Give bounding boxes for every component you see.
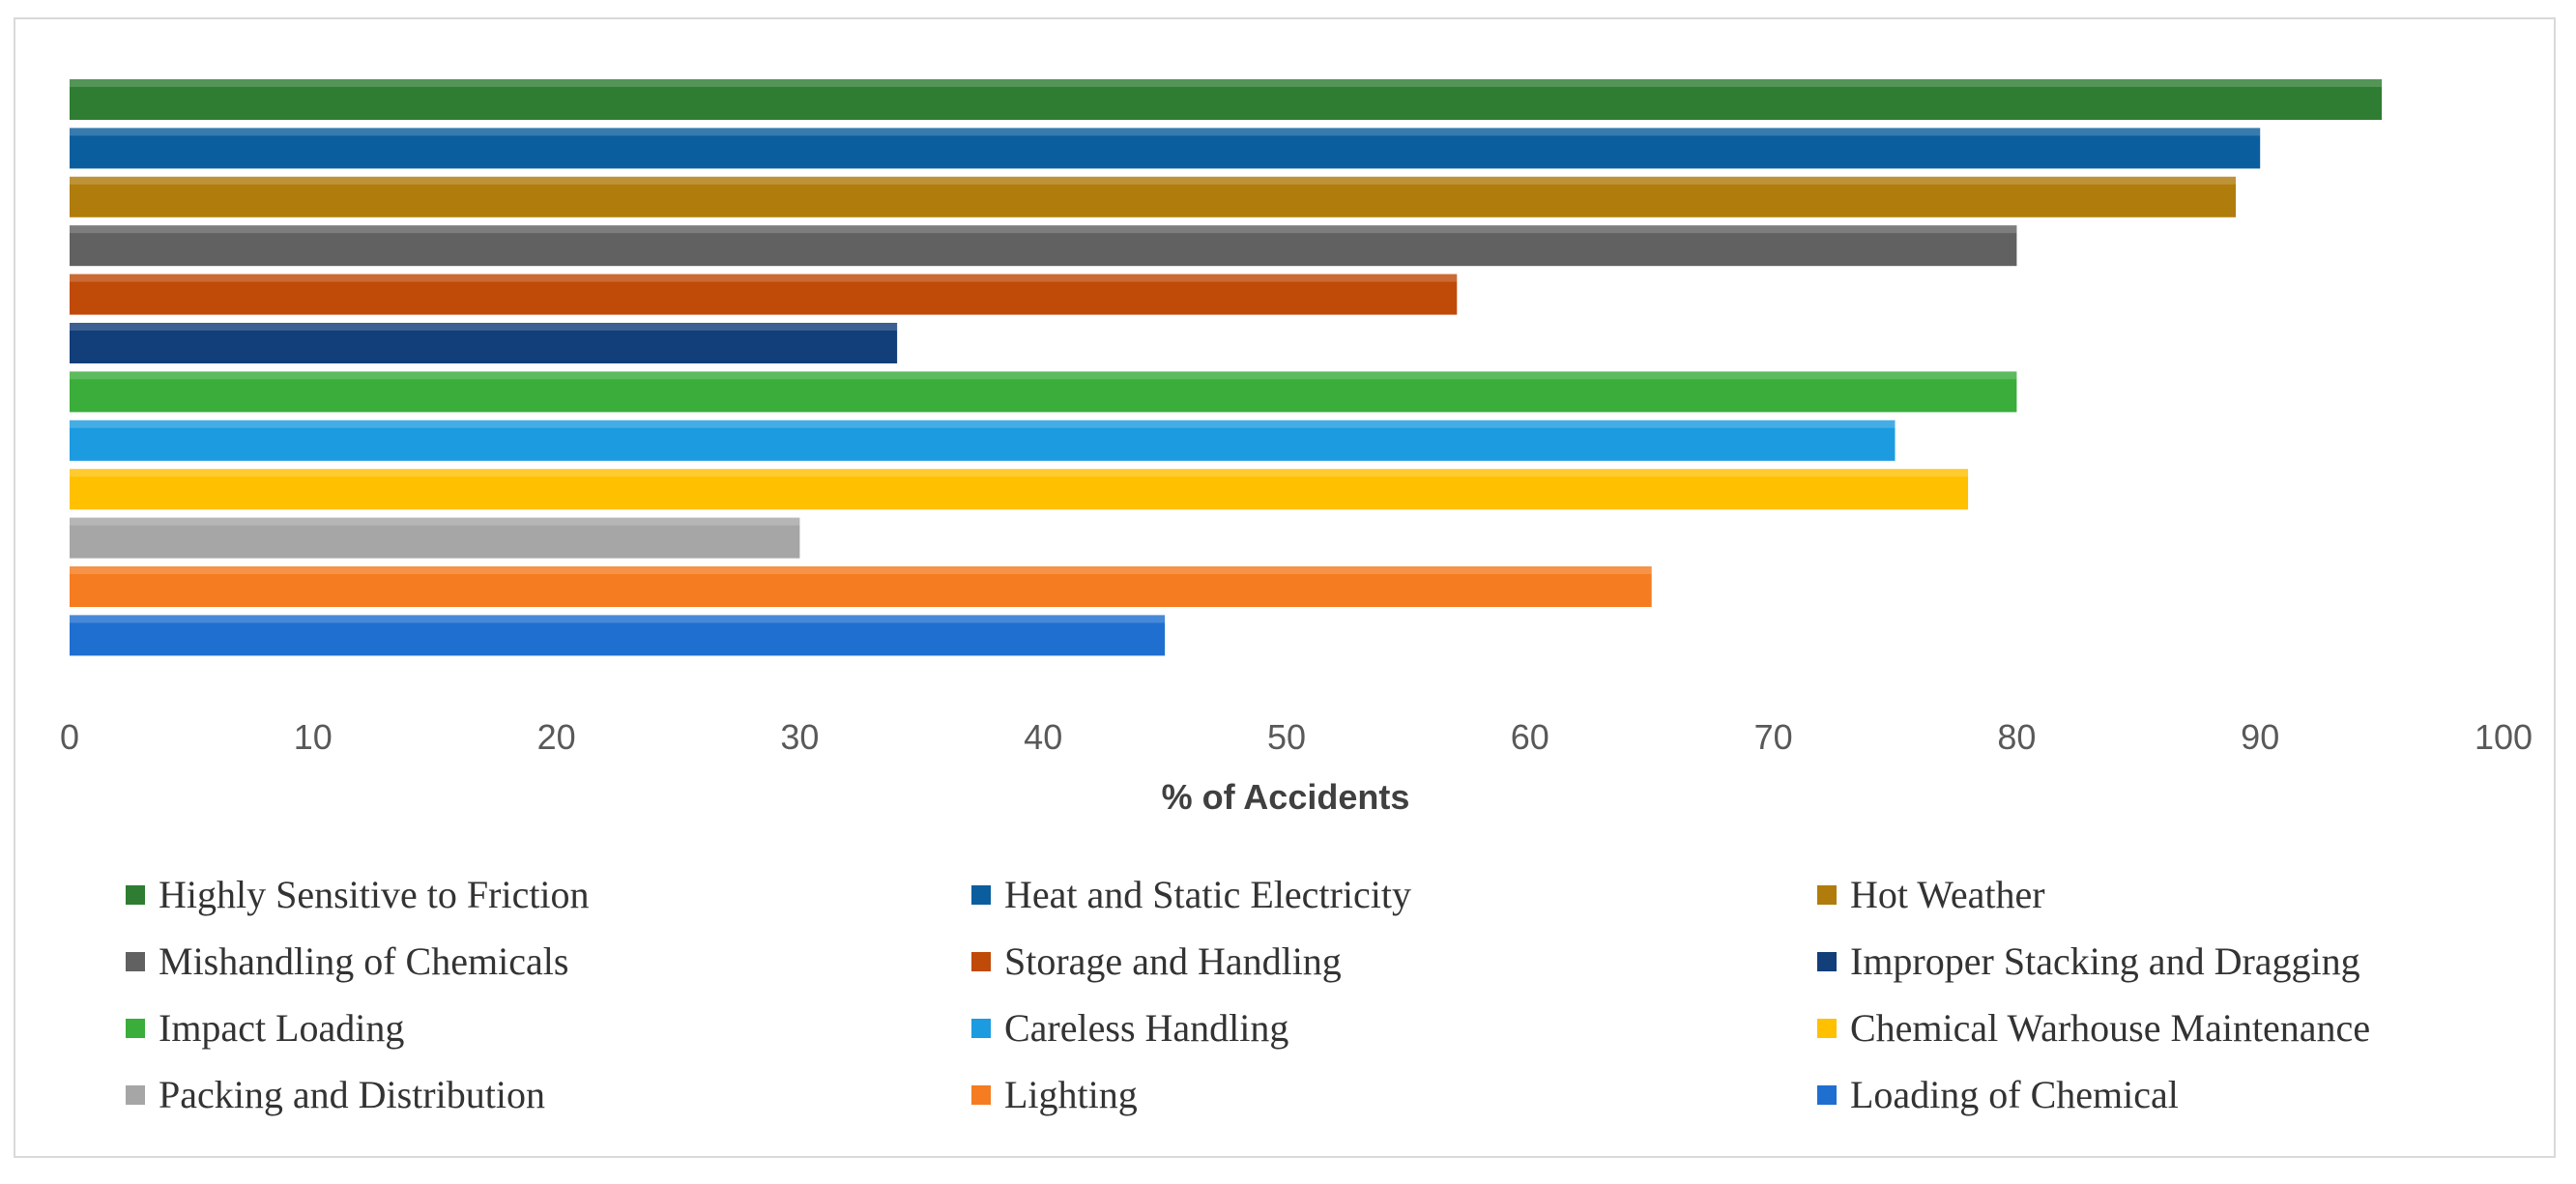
bar-highlight <box>70 371 2017 380</box>
bar-highly-sensitive-to-friction <box>70 79 2383 120</box>
x-tick-label: 40 <box>1024 717 1062 757</box>
bar-highlight <box>70 176 2237 185</box>
bars-layer <box>70 79 2383 656</box>
x-tick-label: 60 <box>1511 717 1549 757</box>
bar-storage-and-handling <box>70 274 1458 315</box>
legend-swatch <box>971 1019 991 1038</box>
bar-heat-and-static-electricity <box>70 128 2261 169</box>
legend-label: Chemical Warhouse Maintenance <box>1850 1006 2370 1050</box>
legend-label: Loading of Chemical <box>1850 1073 2179 1116</box>
bar-highlight <box>70 225 2017 234</box>
x-axis-ticks: 0 10 20 30 40 50 60 70 80 90 100 <box>60 717 2533 757</box>
legend: Highly Sensitive to Friction Heat and Sta… <box>126 873 2370 1116</box>
legend-label: Storage and Handling <box>1004 939 1342 983</box>
bar-careless-handling <box>70 419 1896 461</box>
x-tick-label: 70 <box>1754 717 1793 757</box>
bar-highlight <box>70 323 898 331</box>
x-tick-label: 90 <box>2241 717 2279 757</box>
bar-highlight <box>70 128 2261 136</box>
x-tick-label: 0 <box>60 717 79 757</box>
legend-swatch <box>1817 1085 1837 1105</box>
bar-highlight <box>70 615 1166 623</box>
legend-label: Packing and Distribution <box>159 1073 545 1116</box>
legend-swatch <box>126 885 145 905</box>
legend-swatch <box>971 952 991 971</box>
legend-label: Improper Stacking and Dragging <box>1850 939 2360 983</box>
x-tick-label: 20 <box>537 717 576 757</box>
x-tick-label: 100 <box>2475 717 2533 757</box>
legend-swatch <box>126 952 145 971</box>
bar-improper-stacking-and-dragging <box>70 323 898 363</box>
bar-lighting <box>70 566 1652 607</box>
legend-label: Careless Handling <box>1004 1006 1288 1050</box>
legend-swatch <box>971 1085 991 1105</box>
legend-swatch <box>126 1019 145 1038</box>
bar-loading-of-chemical <box>70 615 1166 656</box>
bar-highlight <box>70 419 1896 428</box>
bar-packing-and-distribution <box>70 517 800 559</box>
bar-highlight <box>70 566 1652 574</box>
legend-label: Mishandling of Chemicals <box>159 939 568 983</box>
bar-highlight <box>70 517 800 526</box>
bar-chemical-warhouse-maintenance <box>70 469 1969 510</box>
bar-highlight <box>70 274 1458 282</box>
x-tick-label: 50 <box>1267 717 1306 757</box>
legend-swatch <box>126 1085 145 1105</box>
bar-highlight <box>70 79 2383 87</box>
legend-label: Impact Loading <box>159 1006 404 1050</box>
legend-swatch <box>971 885 991 905</box>
bar-highlight <box>70 469 1969 477</box>
legend-label: Heat and Static Electricity <box>1004 873 1411 916</box>
x-axis-title: % of Accidents <box>1162 777 1410 817</box>
legend-label: Hot Weather <box>1850 873 2045 916</box>
x-tick-label: 80 <box>1997 717 2036 757</box>
x-tick-label: 10 <box>294 717 333 757</box>
x-tick-label: 30 <box>780 717 819 757</box>
legend-label: Lighting <box>1004 1073 1138 1116</box>
bar-impact-loading <box>70 371 2017 413</box>
bar-hot-weather <box>70 176 2237 217</box>
bar-mishandling-of-chemicals <box>70 225 2017 267</box>
legend-swatch <box>1817 1019 1837 1038</box>
legend-swatch <box>1817 952 1837 971</box>
legend-label: Highly Sensitive to Friction <box>159 873 590 916</box>
legend-swatch <box>1817 885 1837 905</box>
